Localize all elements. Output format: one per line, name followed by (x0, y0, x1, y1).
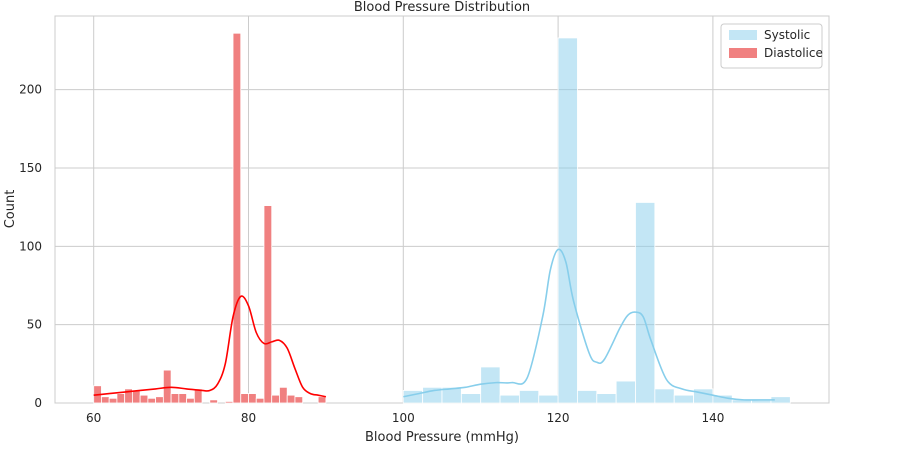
legend-label-diastolice: Diastolice (764, 46, 823, 60)
legend-swatch-systolic (729, 30, 757, 40)
systolic-bar (693, 388, 714, 404)
systolic-bar (577, 390, 598, 404)
systolic-bar (519, 390, 540, 404)
systolic-bar (615, 380, 636, 404)
bars (93, 32, 791, 404)
legend-label-systolic: Systolic (764, 28, 810, 42)
x-tick-label: 120 (547, 411, 570, 425)
systolic-bar (654, 388, 675, 404)
x-axis-ticks: 60 80 100 120 140 (86, 411, 724, 425)
diastolice-bar (271, 394, 280, 404)
diastolice-bar (317, 396, 327, 404)
diastolice-bar (255, 397, 265, 404)
diastolice-bar (178, 393, 187, 404)
systolic-bar (673, 394, 694, 404)
diastolice-bar (186, 397, 195, 404)
x-tick-label: 100 (392, 411, 415, 425)
systolic-bar (538, 394, 559, 404)
diastolice-bar (108, 397, 118, 404)
diastolice-bar (286, 394, 296, 404)
plot-area (54, 15, 830, 404)
diastolice-bar (224, 401, 234, 404)
systolic-bar (596, 393, 617, 404)
diastolice-bar (279, 386, 288, 404)
chart-title: Blood Pressure Distribution (354, 0, 530, 15)
diastolice-bar (131, 390, 141, 404)
y-axis-label: Count (3, 190, 18, 229)
diastolice-kde-line (93, 295, 327, 398)
x-tick-label: 60 (86, 411, 101, 425)
diastolice-bar (193, 388, 203, 404)
diastolice-bar (101, 396, 110, 404)
diastolice-bar (162, 369, 172, 404)
diastolice-bar (155, 396, 164, 404)
diastolice-bar (240, 393, 249, 404)
y-tick-label: 150 (19, 161, 42, 175)
legend: Systolic Diastolice (720, 23, 823, 69)
diastolice-bar (116, 393, 126, 404)
diastolice-bar (170, 393, 180, 404)
y-tick-label: 0 (34, 396, 42, 410)
systolic-bar (460, 393, 482, 404)
y-axis-ticks: 0 50 100 150 200 (19, 83, 42, 410)
diastolice-bar (248, 393, 257, 404)
systolic-bar (557, 37, 578, 404)
kde-curves (93, 248, 775, 401)
systolic-bar (499, 394, 520, 404)
x-tick-label: 80 (241, 411, 256, 425)
systolic-bar (480, 366, 501, 404)
diastolice-bar (147, 397, 157, 404)
legend-swatch-diastolice (729, 48, 757, 58)
y-tick-label: 50 (27, 318, 42, 332)
x-tick-label: 140 (701, 411, 724, 425)
diastolice-bar (232, 32, 242, 404)
diastolice-bar (209, 399, 218, 404)
systolic-kde-line (403, 248, 775, 401)
diastolice-bar (294, 396, 304, 404)
diastolice-bar (139, 394, 149, 404)
systolic-bar (635, 202, 656, 404)
y-tick-label: 100 (19, 239, 42, 253)
x-axis-label: Blood Pressure (mmHg) (365, 430, 519, 445)
diastolice-bar (263, 205, 273, 404)
y-tick-label: 200 (19, 83, 42, 97)
